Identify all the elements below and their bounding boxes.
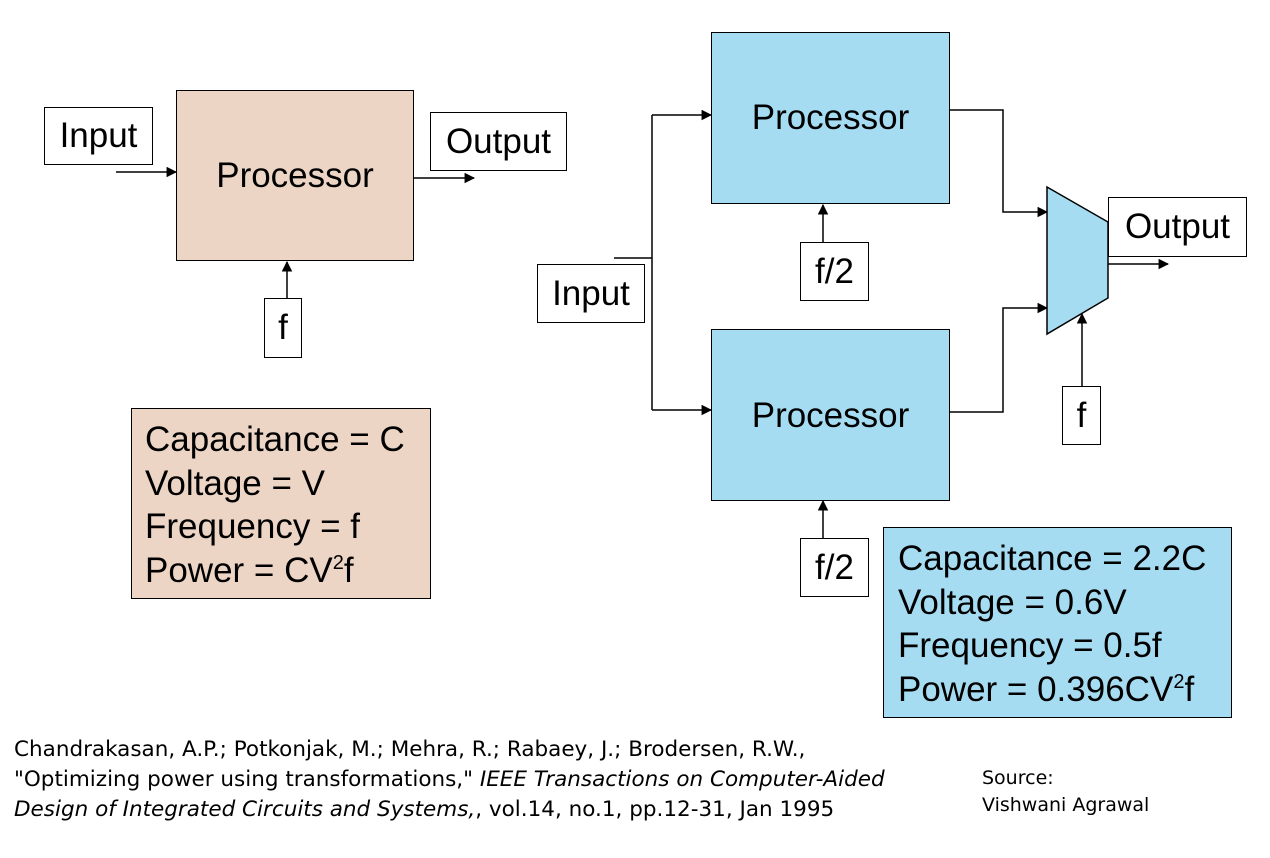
citation: Chandrakasan, A.P.; Potkonjak, M.; Mehra… — [14, 735, 885, 825]
left-capacitance-line: Capacitance = C — [145, 420, 405, 459]
left-input-label: Input — [44, 107, 153, 165]
right-input-label: Input — [537, 264, 645, 323]
source-credit: Source: Vishwani Agrawal — [982, 765, 1149, 819]
mux-clock-label: f — [1062, 386, 1101, 445]
citation-line-1: Chandrakasan, A.P.; Potkonjak, M.; Mehra… — [14, 737, 806, 762]
citation-line-3: Design of Integrated Circuits and System… — [14, 797, 835, 822]
citation-line-2: "Optimizing power using transformations,… — [14, 767, 885, 792]
left-output-label: Output — [430, 112, 567, 171]
left-power-line: Power = CV2f — [145, 550, 354, 590]
left-clock-label: f — [264, 298, 302, 358]
left-specs-box: Capacitance = C Voltage = V Frequency = … — [131, 408, 431, 599]
right-output-label: Output — [1108, 197, 1247, 257]
bottom-processor-block: Processor — [711, 329, 950, 501]
source-label: Source: — [982, 767, 1054, 789]
multiplexer — [1046, 185, 1109, 336]
source-author: Vishwani Agrawal — [982, 794, 1150, 816]
bottom-processor-to-mux-wire — [949, 302, 1049, 413]
right-capacitance-line: Capacitance = 2.2C — [898, 539, 1207, 578]
right-frequency-line: Frequency = 0.5f — [898, 626, 1162, 665]
top-processor-to-mux-wire — [949, 109, 1049, 218]
top-clock-label: f/2 — [800, 242, 869, 301]
right-power-line: Power = 0.396CV2f — [898, 669, 1195, 709]
left-voltage-line: Voltage = V — [145, 463, 326, 503]
right-specs-box: Capacitance = 2.2C Voltage = 0.6V Freque… — [883, 527, 1232, 718]
left-frequency-line: Frequency = f — [145, 507, 360, 546]
bottom-clock-label: f/2 — [800, 538, 869, 597]
right-voltage-line: Voltage = 0.6V — [898, 582, 1127, 622]
top-processor-block: Processor — [711, 32, 950, 204]
left-processor-block: Processor — [176, 90, 414, 261]
